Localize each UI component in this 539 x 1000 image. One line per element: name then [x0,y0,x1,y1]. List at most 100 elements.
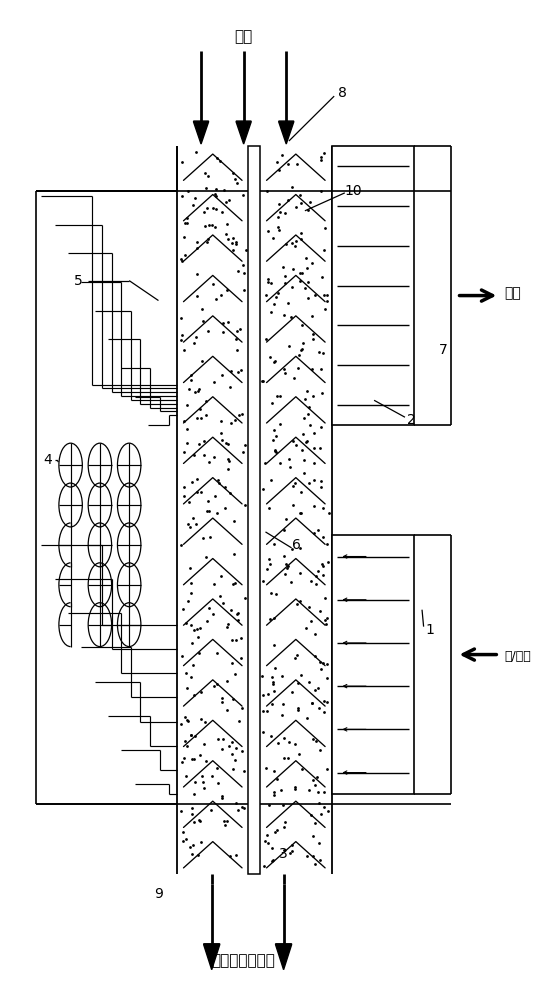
Point [192,329,201,345]
FancyArrow shape [236,121,251,144]
Point [192,288,201,304]
FancyArrow shape [194,121,209,144]
Point [320,287,329,303]
Point [225,738,233,754]
Point [290,650,299,666]
Point [186,585,195,601]
Point [314,784,322,800]
Point [323,536,331,552]
Point [194,847,202,863]
Point [188,474,197,490]
Point [184,713,193,729]
Point [199,736,208,752]
Point [224,436,233,452]
Point [291,233,300,249]
Point [195,381,203,397]
Point [277,782,285,798]
Point [267,304,276,320]
Point [317,152,326,168]
Point [195,436,203,452]
Point [178,754,186,770]
Point [293,647,302,663]
Point [301,280,309,296]
Point [273,771,281,787]
Point [182,665,190,681]
Point [309,731,317,747]
Point [319,567,328,583]
Point [320,145,328,161]
Bar [248,146,260,874]
Point [303,202,312,218]
Point [216,568,225,584]
Point [261,331,270,347]
Point [207,768,216,784]
Point [181,247,190,263]
Point [319,655,328,671]
Point [222,435,231,451]
Point [189,197,198,213]
Point [218,694,226,710]
Point [258,703,267,719]
Point [219,315,227,331]
Point [304,290,313,306]
Point [184,593,192,609]
Point [308,695,317,711]
Point [316,654,324,670]
Point [304,406,313,422]
Point [322,656,331,672]
Point [264,223,273,239]
Point [196,620,204,636]
Point [201,714,209,730]
Point [259,724,267,740]
Point [321,612,329,628]
Point [229,761,237,777]
Point [260,858,269,874]
Point [286,845,294,861]
Point [269,230,278,246]
Point [288,837,296,853]
Point [289,497,298,513]
Point [305,399,313,415]
Point [205,529,214,545]
Point [322,293,331,309]
Point [320,242,329,258]
Point [268,852,277,868]
Point [267,275,275,291]
Point [237,650,245,666]
Point [261,287,270,303]
Point [287,309,295,325]
Text: 烟/废气: 烟/废气 [505,650,531,663]
Point [199,774,208,790]
Point [196,401,205,417]
Point [291,779,299,795]
Point [298,265,307,281]
Point [316,742,324,758]
Point [231,666,239,682]
Point [209,606,217,622]
Point [224,453,233,469]
Point [310,472,319,488]
Point [266,611,274,627]
Point [293,360,302,376]
Point [304,274,313,290]
Point [238,700,246,716]
Point [272,444,280,460]
Point [230,752,239,768]
Point [271,824,279,840]
Point [233,323,241,339]
Point [320,590,329,606]
Point [320,704,329,720]
Point [309,326,317,342]
Point [273,285,282,301]
Point [263,827,272,843]
Point [229,242,238,258]
Point [205,217,213,233]
Point [274,735,282,751]
Point [271,586,280,602]
Point [280,205,289,221]
Point [224,461,232,477]
Point [267,472,275,488]
Point [275,455,284,471]
Point [204,323,213,339]
Point [201,218,210,234]
